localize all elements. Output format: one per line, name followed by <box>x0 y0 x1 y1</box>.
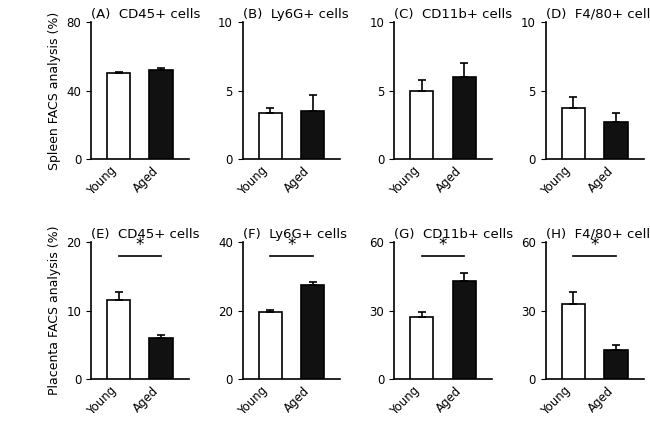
Bar <box>259 112 282 159</box>
Bar <box>452 77 476 159</box>
Bar <box>452 281 476 379</box>
Text: (G)  CD11b+ cells: (G) CD11b+ cells <box>394 228 514 241</box>
Y-axis label: Spleen FACS analysis (%): Spleen FACS analysis (%) <box>48 11 61 170</box>
Bar <box>259 312 282 379</box>
Bar <box>604 122 627 159</box>
Text: *: * <box>590 236 599 254</box>
Bar <box>562 109 585 159</box>
Bar <box>150 338 173 379</box>
Text: (F)  Ly6G+ cells: (F) Ly6G+ cells <box>242 228 346 241</box>
Bar <box>107 300 131 379</box>
Text: *: * <box>287 236 296 254</box>
Bar <box>150 70 173 159</box>
Text: (D)  F4/80+ cells: (D) F4/80+ cells <box>546 8 650 20</box>
Bar <box>562 304 585 379</box>
Bar <box>301 285 324 379</box>
Text: (E)  CD45+ cells: (E) CD45+ cells <box>91 228 200 241</box>
Bar <box>107 73 131 159</box>
Text: (B)  Ly6G+ cells: (B) Ly6G+ cells <box>242 8 348 20</box>
Y-axis label: Placenta FACS analysis (%): Placenta FACS analysis (%) <box>48 226 61 395</box>
Text: *: * <box>136 236 144 254</box>
Text: (A)  CD45+ cells: (A) CD45+ cells <box>91 8 200 20</box>
Bar <box>301 111 324 159</box>
Text: (C)  CD11b+ cells: (C) CD11b+ cells <box>394 8 512 20</box>
Bar <box>410 317 434 379</box>
Bar <box>410 91 434 159</box>
Text: *: * <box>439 236 447 254</box>
Bar <box>604 350 627 379</box>
Text: (H)  F4/80+ cells: (H) F4/80+ cells <box>546 228 650 241</box>
